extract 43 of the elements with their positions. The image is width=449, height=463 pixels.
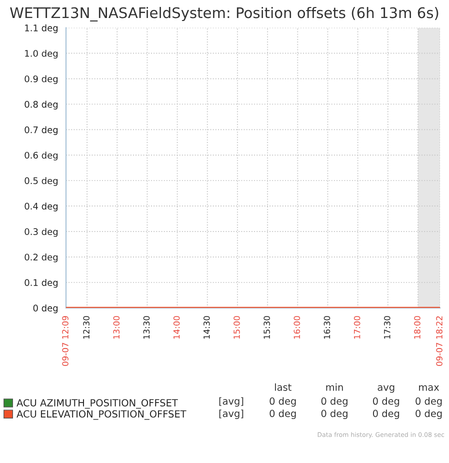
text: 0 deg (270, 397, 296, 407)
text: max (419, 385, 440, 391)
legend-label: ACU ELEVATION_POSITION_OFFSET (16, 410, 186, 420)
y-tick-label: 0.8 deg (24, 100, 58, 110)
x-tick-label: 13:00 (113, 316, 120, 339)
x-tick-label: 09-07 12:09 (62, 316, 68, 366)
y-tick-label: 0 deg (33, 304, 58, 314)
y-tick-label: 0.5 deg (24, 177, 58, 186)
text: 0 deg (372, 397, 400, 407)
text: 0 deg (321, 410, 348, 420)
text: last (275, 383, 292, 391)
y-tick-label: 0.4 deg (24, 202, 58, 212)
chart-title: WETTZ13N_NASAFieldSystem: Position offsets (6h 13m 6s) (10, 6, 438, 22)
y-tick-label: 1.0 deg (25, 50, 58, 59)
legend-label: ACU AZIMUTH_POSITION_OFFSET (16, 399, 178, 409)
y-tick-label: 0.9 deg (24, 75, 58, 84)
x-tick-label: 17:00 (354, 316, 360, 339)
x-tick-label: 17:30 (384, 316, 390, 339)
x-tick-label: 18:00 (414, 316, 420, 339)
y-tick-label: 0.2 deg (24, 254, 58, 262)
y-tick-label: 0.7 deg (24, 126, 58, 135)
x-tick-label: 14:30 (204, 316, 210, 339)
x-tick-label: 16:00 (294, 316, 300, 339)
x-tick-label: 12:30 (83, 316, 90, 339)
x-tick-label: 09-07 18:22 (436, 316, 442, 366)
x-tick-label: 15:30 (264, 316, 270, 339)
y-tick-label: 0.3 deg (24, 228, 58, 237)
text: 0 deg (416, 410, 442, 420)
text: [avg] (219, 410, 244, 420)
text: 0 deg (416, 397, 442, 407)
y-tick-label: 0.6 deg (24, 152, 58, 160)
x-tick-label: 13:30 (143, 316, 150, 339)
text: avg (378, 385, 394, 393)
x-tick-label: 16:30 (324, 316, 330, 339)
text: 0 deg (321, 397, 348, 407)
text: min (326, 383, 343, 391)
text: [avg] (219, 397, 244, 407)
y-tick-label: 0.1 deg (24, 279, 58, 288)
x-tick-label: 15:00 (234, 316, 240, 339)
x-tick-label: 14:00 (173, 316, 180, 339)
text: 0 deg (372, 410, 400, 420)
text: 0 deg (270, 410, 296, 420)
y-tick-label: 1.1 deg (25, 24, 58, 34)
